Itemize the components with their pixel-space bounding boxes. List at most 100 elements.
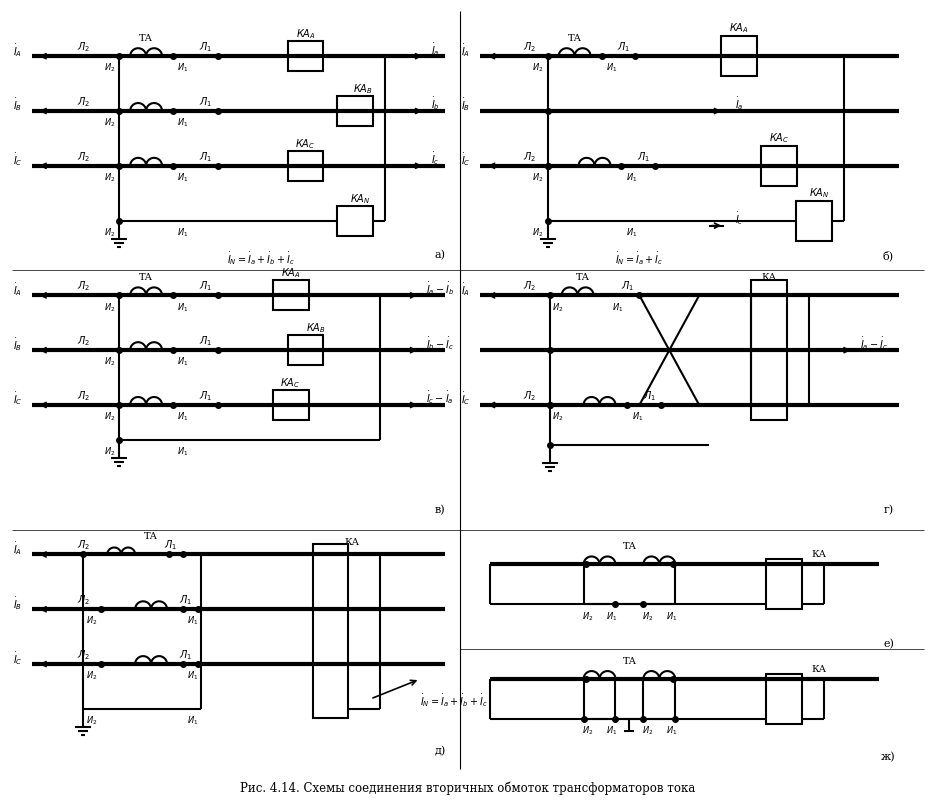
Text: $\dot{I}_C$: $\dot{I}_C$ [13,152,22,168]
Text: $\dot{I}_a$: $\dot{I}_a$ [735,96,743,113]
Text: $И_2$: $И_2$ [104,172,115,184]
Text: $И_2$: $И_2$ [104,226,115,239]
Text: $Л_1$: $Л_1$ [199,334,212,348]
Text: $Л_2$: $Л_2$ [77,538,90,552]
Text: $И_1$: $И_1$ [177,117,189,129]
Text: $Л_1$: $Л_1$ [199,150,212,164]
Text: $\dot{I}_A$: $\dot{I}_A$ [461,42,471,59]
Text: $И_2$: $И_2$ [582,725,593,737]
Bar [761,146,797,185]
Text: $И_1$: $И_1$ [187,670,198,683]
Text: $\dot{I}_a-\dot{I}_b$: $\dot{I}_a-\dot{I}_b$ [426,280,454,297]
Text: $И_1$: $И_1$ [177,62,189,74]
Text: $И_2$: $И_2$ [582,610,593,622]
Text: $\dot{I}_C$: $\dot{I}_C$ [461,391,471,408]
Text: $\dot{I}_B$: $\dot{I}_B$ [461,97,471,114]
Text: $Л_1$: $Л_1$ [621,280,634,293]
Text: д): д) [434,746,446,756]
Text: $И_2$: $И_2$ [552,301,563,314]
Text: е): е) [883,639,894,650]
Text: $КА_С$: $КА_С$ [768,131,789,145]
Text: $КА_N$: $КА_N$ [809,186,829,200]
Text: $Л_1$: $Л_1$ [617,40,630,54]
Text: $И_1$: $И_1$ [606,62,617,74]
Text: КА: КА [762,273,777,282]
Text: $\dot{I}_B$: $\dot{I}_B$ [13,97,22,114]
Text: $И_2$: $И_2$ [104,411,115,423]
Text: в): в) [435,505,446,515]
Bar [287,151,324,181]
Text: $И_2$: $И_2$ [104,301,115,314]
Text: $Л_2$: $Л_2$ [523,150,536,164]
Text: $И_2$: $И_2$ [104,62,115,74]
Text: $И_1$: $И_1$ [177,446,189,458]
Text: $КА_А$: $КА_А$ [281,267,300,280]
Text: $Л_2$: $Л_2$ [77,95,90,109]
Text: $И_2$: $И_2$ [104,117,115,129]
Text: $\dot{I}_b-\dot{I}_c$: $\dot{I}_b-\dot{I}_c$ [426,334,454,351]
Text: $\dot{I}_c$: $\dot{I}_c$ [735,210,743,227]
Text: $Л_2$: $Л_2$ [77,389,90,403]
Text: ТА: ТА [144,532,158,541]
Bar [766,674,802,724]
Text: $И_2$: $И_2$ [532,62,544,74]
Text: $И_1$: $И_1$ [177,411,189,423]
Text: $И_1$: $И_1$ [187,715,198,727]
Text: $Л_2$: $Л_2$ [523,40,536,54]
Text: $И_2$: $И_2$ [552,411,563,423]
Text: $И_1$: $И_1$ [177,301,189,314]
Text: ТА: ТА [576,273,590,282]
Text: $КА_В$: $КА_В$ [306,322,326,335]
Text: $КА_А$: $КА_А$ [296,27,315,41]
Text: $\dot{I}_b$: $\dot{I}_b$ [431,96,440,113]
Text: $Л_2$: $Л_2$ [77,40,90,54]
Text: $И_2$: $И_2$ [642,725,653,737]
Text: ТА: ТА [622,542,636,551]
Text: $Л_1$: $Л_1$ [165,538,178,552]
Text: $Л_2$: $Л_2$ [523,280,536,293]
Text: $И_1$: $И_1$ [626,226,637,239]
Text: $И_1$: $И_1$ [177,356,189,368]
Text: $\dot{I}_C$: $\dot{I}_C$ [461,152,471,168]
Text: $И_1$: $И_1$ [187,615,198,628]
Text: $\dot{I}_A$: $\dot{I}_A$ [13,540,22,557]
Bar [287,335,324,365]
Text: $Л_2$: $Л_2$ [77,648,90,662]
Text: $\dot{I}_A$: $\dot{I}_A$ [13,281,22,298]
Text: $Л_1$: $Л_1$ [180,648,193,662]
Text: $\dot{I}_c$: $\dot{I}_c$ [431,151,439,168]
Text: $И_1$: $И_1$ [665,610,677,622]
Text: $\dot{I}_N=\dot{I}_a+\dot{I}_b+\dot{I}_c$: $\dot{I}_N=\dot{I}_a+\dot{I}_b+\dot{I}_c… [227,250,295,267]
Text: $И_2$: $И_2$ [532,172,544,184]
Text: $Л_1$: $Л_1$ [180,593,193,607]
Text: $И_1$: $И_1$ [612,301,623,314]
Text: $Л_2$: $Л_2$ [77,334,90,348]
Text: Рис. 4.14. Схемы соединения вторичных обмоток трансформаторов тока: Рис. 4.14. Схемы соединения вторичных об… [241,782,695,796]
Text: КА: КА [344,538,360,547]
Text: $Л_1$: $Л_1$ [199,40,212,54]
Bar [766,559,802,609]
Text: $Л_1$: $Л_1$ [643,389,656,403]
Text: $И_1$: $И_1$ [665,725,677,737]
Text: $\dot{I}_A$: $\dot{I}_A$ [461,281,471,298]
Text: $Л_2$: $Л_2$ [77,150,90,164]
Text: б): б) [883,250,894,261]
Bar [272,280,309,310]
Text: $И_1$: $И_1$ [632,411,643,423]
Text: $И_2$: $И_2$ [85,715,97,727]
Text: ТА: ТА [567,34,581,43]
Text: $И_2$: $И_2$ [85,670,97,683]
Text: ТА: ТА [139,273,154,282]
Text: $И_2$: $И_2$ [104,356,115,368]
Text: $И_2$: $И_2$ [104,446,115,458]
Text: $И_1$: $И_1$ [606,725,617,737]
Text: $Л_2$: $Л_2$ [523,389,536,403]
Text: $\dot{I}_c-\dot{I}_a$: $\dot{I}_c-\dot{I}_a$ [426,389,454,406]
Text: $КА_А$: $КА_А$ [729,22,749,35]
Bar [313,544,348,718]
Bar [272,390,309,420]
Text: $\dot{I}_C$: $\dot{I}_C$ [13,391,22,408]
Text: КА: КА [812,665,826,674]
Text: $КА_В$: $КА_В$ [354,82,373,96]
Text: $И_2$: $И_2$ [532,226,544,239]
